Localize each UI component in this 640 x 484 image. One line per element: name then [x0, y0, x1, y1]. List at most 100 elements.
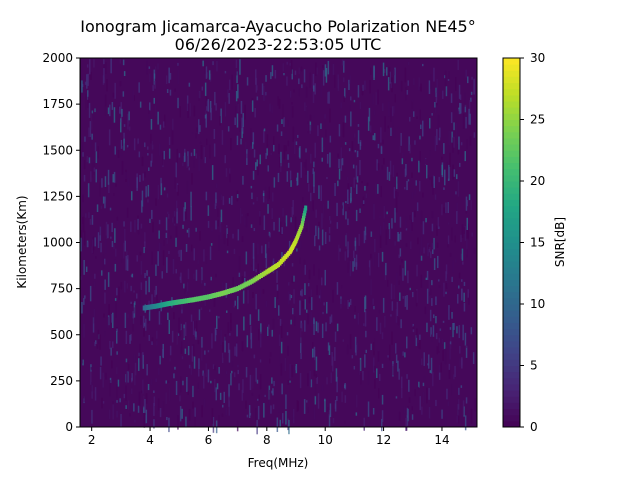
noise-streak	[266, 134, 269, 147]
noise-streak	[349, 298, 352, 306]
noise-streak	[263, 86, 265, 101]
noise-streak	[453, 169, 456, 177]
colorbar-segment	[503, 396, 520, 403]
noise-streak	[428, 80, 431, 94]
noise-streak	[237, 84, 239, 99]
noise-streak	[415, 335, 418, 347]
noise-streak	[210, 380, 212, 384]
noise-streak	[322, 65, 324, 69]
noise-streak	[431, 211, 434, 219]
noise-streak	[290, 180, 292, 187]
chart-title-line1: Ionogram Jicamarca-Ayacucho Polarization…	[80, 17, 475, 36]
noise-streak	[315, 356, 318, 371]
noise-streak	[421, 406, 423, 415]
noise-streak	[315, 62, 317, 76]
noise-streak	[149, 102, 151, 111]
noise-streak	[348, 207, 350, 210]
noise-streak	[179, 331, 181, 337]
noise-streak	[143, 395, 145, 408]
noise-streak	[119, 59, 122, 64]
noise-streak	[341, 59, 344, 66]
noise-streak	[299, 300, 301, 316]
noise-streak	[293, 139, 296, 155]
noise-streak	[281, 324, 283, 338]
noise-streak	[414, 210, 416, 218]
noise-streak	[464, 225, 467, 241]
colorbar-tick-label: 15	[530, 236, 545, 250]
noise-streak	[344, 420, 346, 424]
noise-streak	[381, 332, 384, 340]
noise-streak	[180, 249, 182, 261]
noise-streak	[304, 283, 306, 296]
trace-point	[205, 294, 209, 300]
noise-streak	[241, 236, 244, 242]
noise-streak	[350, 96, 352, 101]
trace-point	[216, 292, 220, 298]
noise-streak	[81, 356, 83, 364]
noise-streak	[125, 330, 128, 344]
noise-streak	[418, 77, 420, 91]
noise-streak	[399, 265, 401, 276]
noise-streak	[364, 80, 366, 90]
noise-streak	[250, 146, 252, 150]
noise-streak	[257, 398, 259, 401]
noise-streak	[265, 300, 268, 307]
noise-streak	[140, 261, 143, 275]
noise-streak	[243, 316, 245, 331]
noise-streak	[316, 67, 318, 75]
noise-streak	[237, 296, 239, 310]
noise-streak	[385, 262, 387, 276]
noise-streak	[323, 302, 325, 306]
noise-streak	[357, 130, 360, 144]
colorbar-segment	[503, 297, 520, 305]
noise-streak	[251, 264, 253, 267]
colorbar-segment	[503, 285, 520, 293]
noise-streak	[247, 289, 249, 304]
noise-streak	[82, 152, 84, 157]
noise-streak	[272, 192, 274, 202]
noise-streak	[438, 365, 441, 377]
noise-streak	[230, 313, 232, 323]
noise-streak	[82, 194, 84, 203]
noise-streak	[313, 185, 315, 193]
noise-streak	[382, 297, 385, 313]
noise-streak	[329, 152, 331, 168]
noise-streak	[442, 90, 444, 99]
noise-streak	[287, 162, 290, 168]
noise-streak	[216, 60, 218, 72]
noise-streak	[462, 324, 464, 341]
noise-streak	[222, 282, 224, 298]
noise-streak	[141, 227, 144, 232]
noise-streak	[175, 200, 178, 212]
noise-streak	[250, 332, 253, 349]
noise-streak	[383, 205, 386, 219]
noise-streak	[455, 77, 457, 91]
noise-streak	[157, 63, 159, 70]
noise-streak	[160, 243, 162, 257]
noise-streak	[211, 408, 214, 424]
noise-streak	[114, 82, 116, 99]
noise-streak	[252, 202, 255, 205]
noise-streak	[151, 153, 153, 163]
noise-streak	[88, 102, 91, 118]
noise-streak	[198, 119, 200, 135]
noise-streak	[449, 252, 452, 257]
noise-streak	[175, 226, 178, 237]
noise-streak	[246, 153, 248, 159]
noise-streak	[168, 387, 171, 402]
noise-streak	[210, 276, 212, 281]
noise-streak	[394, 67, 396, 84]
noise-streak	[405, 220, 407, 230]
noise-streak	[430, 74, 432, 90]
colorbar-segment	[503, 291, 520, 299]
noise-streak	[97, 146, 99, 159]
noise-streak	[140, 223, 143, 229]
noise-streak	[164, 114, 166, 126]
noise-streak	[265, 75, 267, 82]
noise-streak	[420, 255, 423, 261]
noise-streak	[378, 309, 381, 314]
noise-streak	[449, 308, 451, 319]
noise-streak	[305, 86, 308, 98]
noise-streak	[300, 337, 302, 354]
noise-streak	[465, 344, 468, 348]
